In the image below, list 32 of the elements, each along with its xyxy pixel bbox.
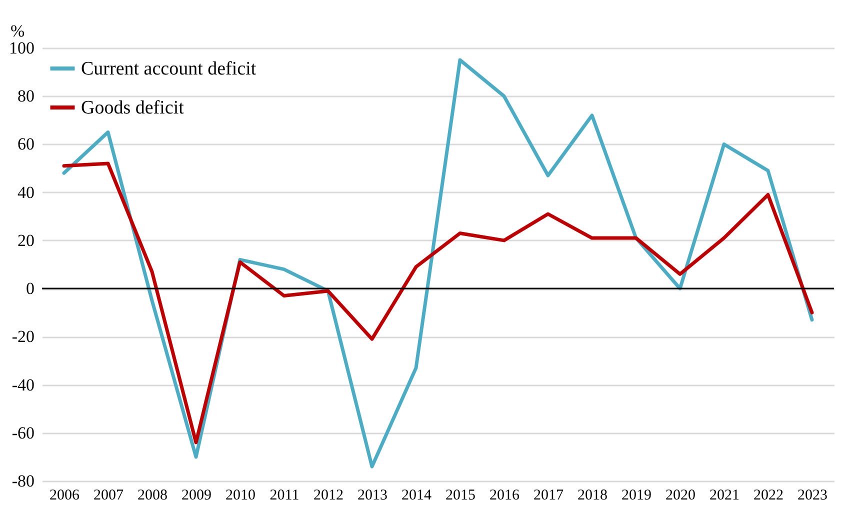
y-tick-label: -40	[12, 375, 34, 394]
y-tick-label: 60	[18, 134, 34, 154]
y-tick-label: -20	[12, 327, 34, 346]
x-tick-label: 2016	[490, 488, 520, 504]
x-tick-label: 2019	[622, 488, 652, 504]
y-tick-label: 40	[18, 182, 34, 202]
y-tick-label: -60	[12, 423, 34, 442]
x-tick-label: 2012	[314, 488, 344, 504]
x-tick-label: 2006	[50, 488, 80, 504]
y-tick-label: 80	[18, 86, 34, 106]
legend-label: Current account deficit	[81, 58, 257, 80]
y-tick-label: -80	[12, 472, 34, 490]
y-tick-label: 20	[18, 230, 34, 250]
y-axis-title: %	[10, 22, 25, 40]
x-tick-label: 2022	[754, 488, 784, 504]
x-tick-label: 2007	[94, 488, 124, 504]
x-tick-label: 2023	[798, 488, 828, 504]
x-tick-label: 2014	[402, 488, 432, 504]
x-tick-label: 2013	[358, 488, 388, 504]
y-tick-label: 0	[26, 279, 34, 298]
x-tick-label: 2020	[666, 488, 696, 504]
x-tick-label: 2010	[226, 488, 256, 504]
x-tick-label: 2018	[578, 488, 608, 504]
y-tick-label: 100	[9, 38, 34, 58]
x-tick-label: 2017	[534, 488, 564, 504]
x-tick-label: 2021	[710, 488, 740, 504]
x-tick-label: 2009	[182, 488, 212, 504]
legend-label: Goods deficit	[81, 98, 185, 118]
x-tick-label: 2008	[138, 488, 168, 504]
x-tick-label: 2011	[270, 488, 300, 504]
line-series	[62, 162, 814, 444]
x-tick-label: 2015	[446, 488, 476, 504]
